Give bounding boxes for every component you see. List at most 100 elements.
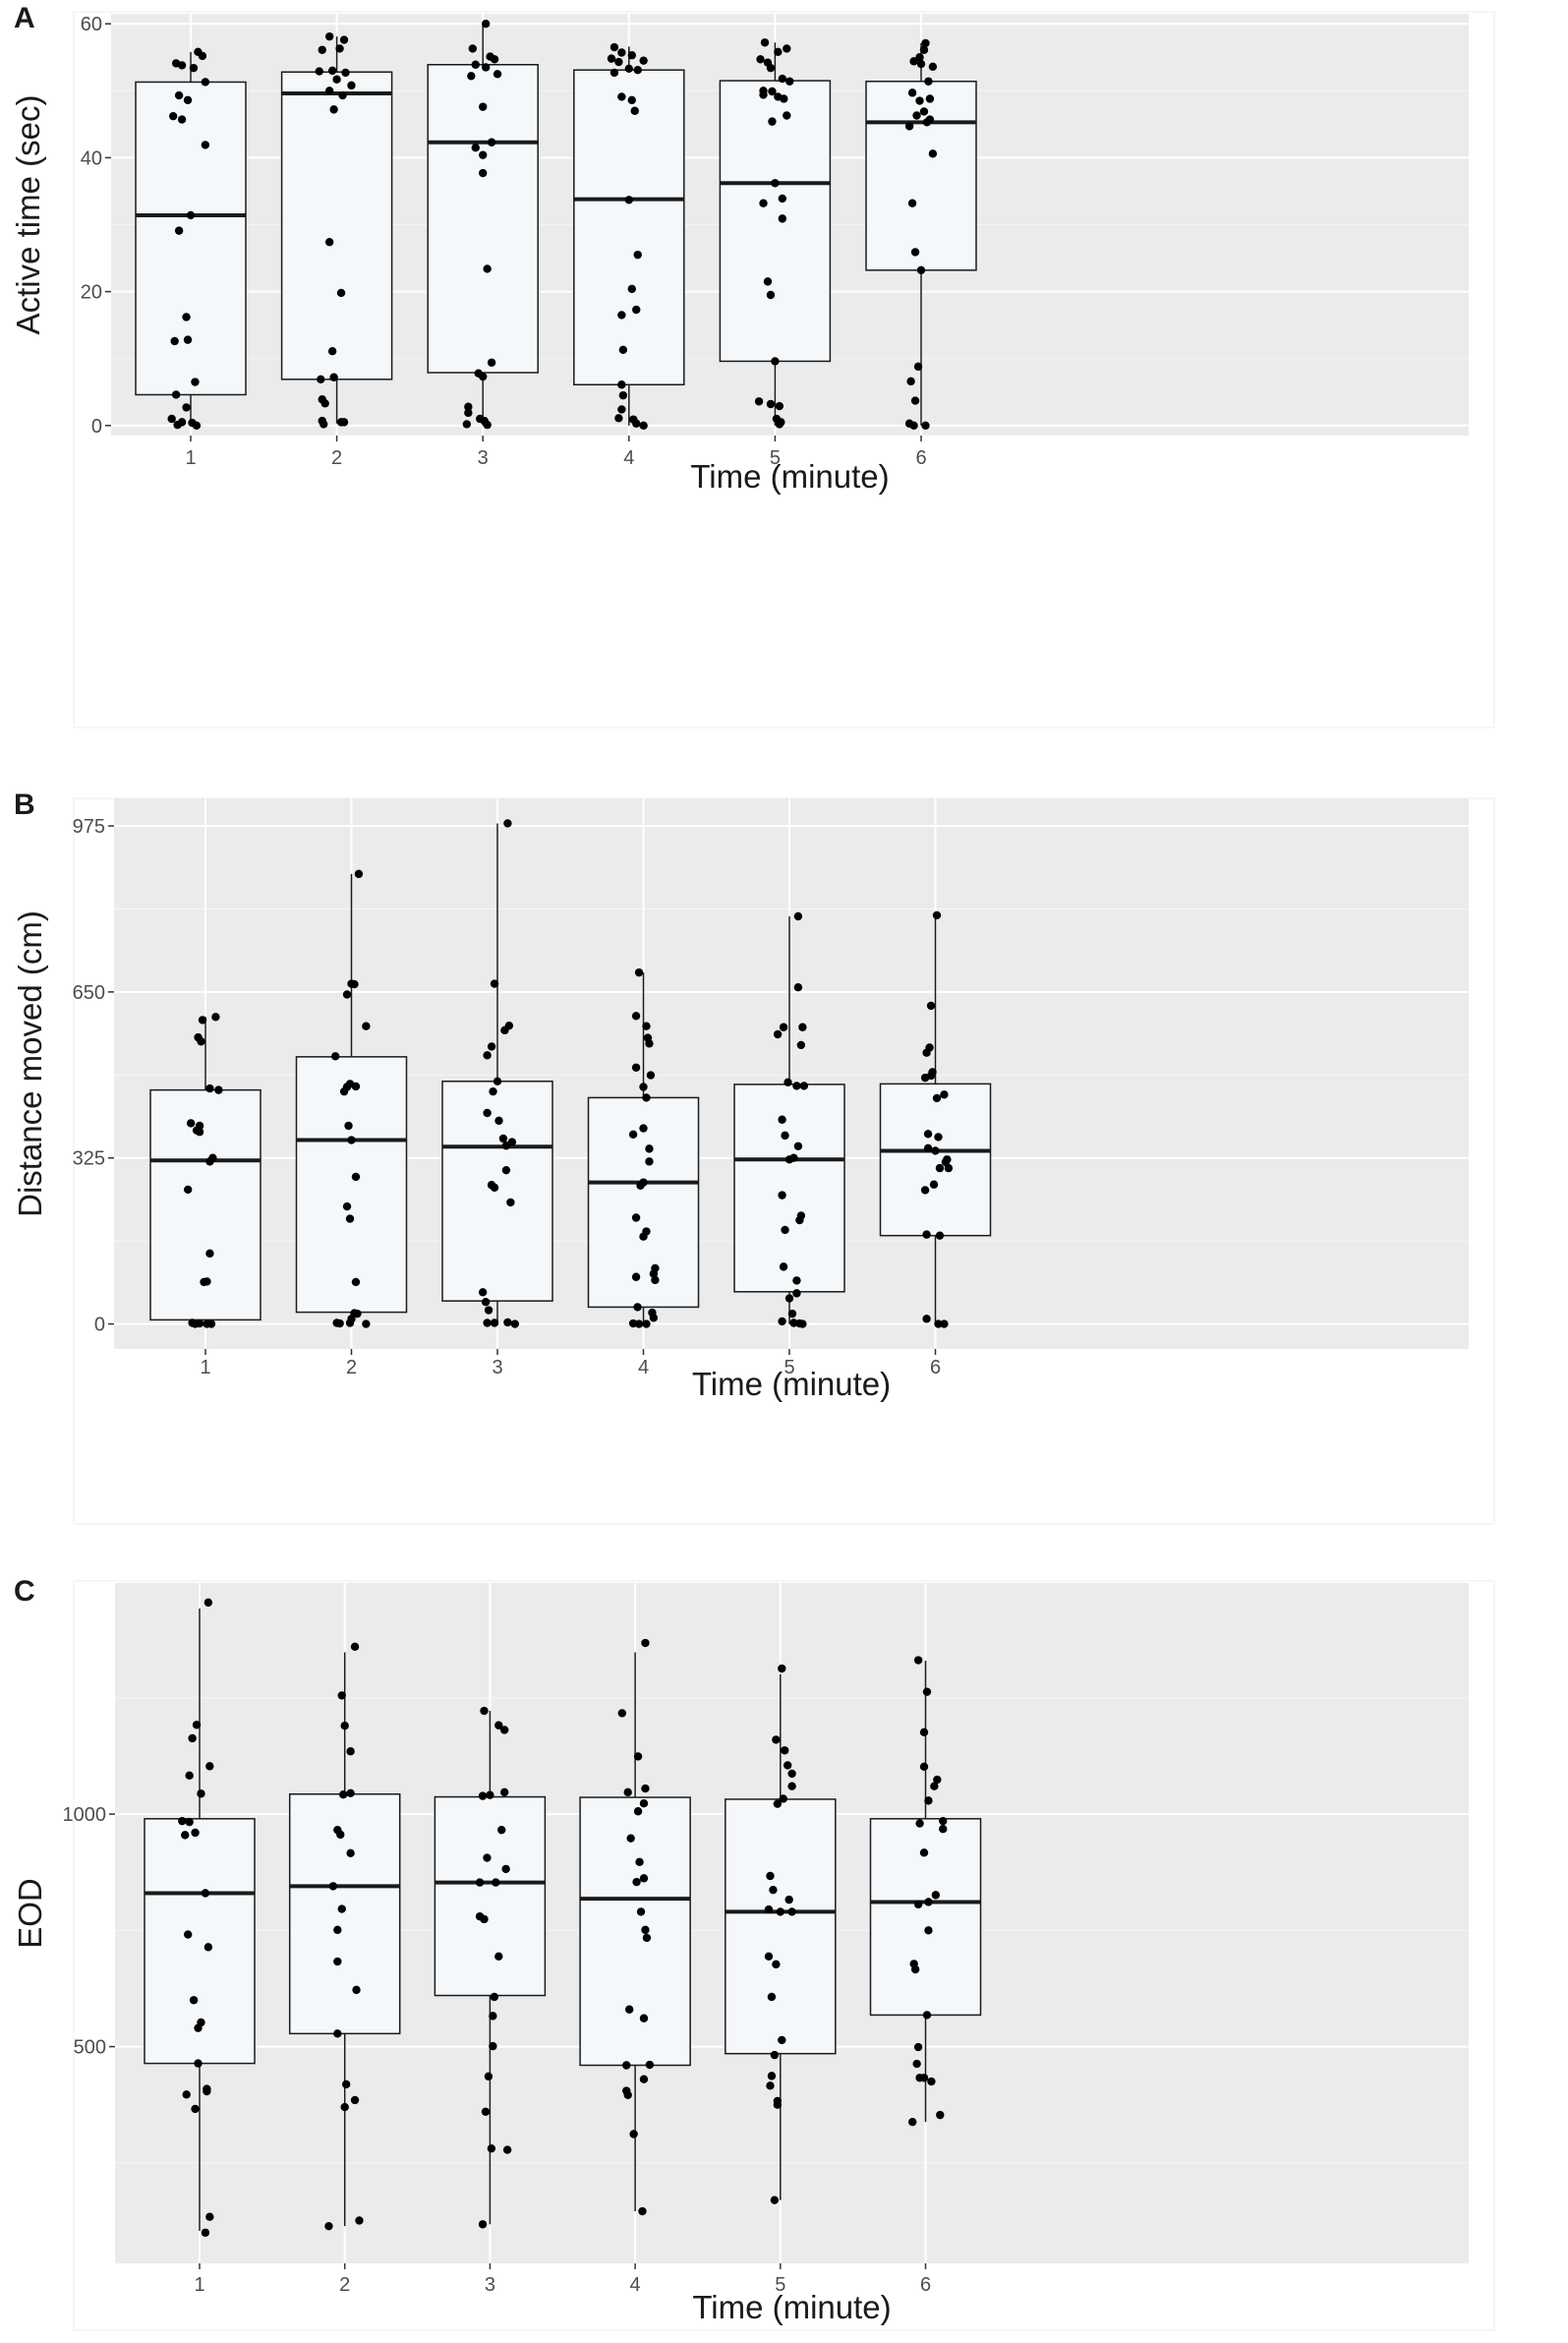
- data-point: [614, 414, 623, 423]
- data-point: [203, 1943, 213, 1952]
- data-point: [631, 1012, 641, 1021]
- box-iqr: [135, 81, 247, 396]
- data-point: [929, 1180, 939, 1189]
- data-point: [639, 2014, 649, 2022]
- y-tick-label: 975: [73, 816, 105, 838]
- data-point: [185, 1817, 194, 1827]
- data-point: [909, 421, 918, 430]
- data-point: [490, 55, 499, 64]
- box-iqr: [434, 1795, 547, 1997]
- data-point: [766, 63, 776, 73]
- data-point: [617, 381, 626, 389]
- data-point: [923, 1130, 933, 1139]
- data-point: [935, 1163, 945, 1173]
- data-point: [182, 403, 191, 412]
- x-tick-label: 4: [638, 1357, 649, 1378]
- data-point: [787, 1907, 796, 1916]
- x-tick-label: 1: [200, 1357, 210, 1378]
- data-point: [632, 419, 641, 428]
- data-point: [639, 1874, 649, 1883]
- x-axis-title: Time (minute): [690, 458, 889, 495]
- data-point: [494, 1952, 503, 1962]
- data-point: [350, 1642, 360, 1652]
- data-point: [779, 1262, 788, 1271]
- data-point: [211, 1013, 220, 1022]
- data-point: [923, 1143, 933, 1153]
- data-point: [913, 362, 923, 372]
- data-point: [171, 390, 181, 399]
- data-point: [909, 57, 918, 66]
- data-point: [333, 1957, 342, 1966]
- data-point: [771, 179, 780, 188]
- data-point: [198, 1016, 207, 1025]
- data-point: [498, 1134, 508, 1143]
- data-point: [344, 1121, 353, 1131]
- data-point: [764, 1952, 774, 1962]
- x-tick-label: 5: [770, 447, 781, 469]
- data-point: [906, 377, 915, 386]
- data-point: [499, 1726, 509, 1734]
- data-point: [497, 1825, 506, 1835]
- data-point: [772, 1960, 781, 1969]
- data-point: [766, 290, 776, 300]
- data-point: [924, 77, 933, 86]
- data-point: [776, 1907, 784, 1916]
- data-point: [197, 1789, 205, 1798]
- data-point: [770, 2196, 780, 2204]
- data-point: [775, 401, 784, 411]
- data-point: [642, 1093, 651, 1102]
- data-point: [201, 78, 210, 87]
- data-point: [910, 248, 920, 257]
- data-point: [617, 48, 626, 57]
- data-point: [194, 2023, 203, 2032]
- panel-letter: B: [14, 789, 35, 821]
- data-point: [494, 1721, 503, 1729]
- data-point: [783, 111, 791, 120]
- box-iqr: [587, 1096, 700, 1309]
- data-point: [928, 149, 938, 158]
- data-point: [478, 2220, 488, 2229]
- data-point: [168, 111, 178, 121]
- data-point: [651, 1275, 660, 1285]
- data-point: [345, 1214, 355, 1223]
- data-point: [924, 1796, 933, 1805]
- data-point: [642, 1022, 651, 1030]
- data-point: [480, 1914, 489, 1924]
- data-point: [483, 1051, 492, 1060]
- data-point: [756, 55, 765, 64]
- data-point: [634, 1319, 644, 1328]
- data-point: [779, 1023, 788, 1031]
- box-group: [733, 916, 845, 1324]
- data-point: [177, 61, 187, 70]
- data-point: [479, 150, 488, 159]
- data-point: [760, 38, 770, 47]
- data-point: [924, 1898, 933, 1906]
- data-point: [351, 1277, 361, 1287]
- data-point: [192, 1721, 202, 1729]
- data-point: [916, 265, 926, 275]
- data-point: [481, 63, 491, 72]
- data-point: [337, 1691, 346, 1700]
- data-point: [768, 117, 777, 126]
- data-point: [191, 378, 200, 386]
- data-point: [329, 373, 338, 381]
- y-tick-label: 40: [81, 147, 102, 169]
- data-point: [781, 1225, 789, 1235]
- box-group: [427, 24, 539, 426]
- data-point: [624, 196, 633, 205]
- x-tick-label: 1: [194, 2274, 204, 2296]
- data-point: [645, 2060, 655, 2070]
- data-point: [479, 372, 488, 381]
- data-point: [920, 1073, 930, 1083]
- data-point: [500, 1025, 509, 1035]
- data-point: [630, 106, 639, 115]
- x-axis-title: Time (minute): [692, 2289, 891, 2325]
- box-group: [587, 972, 700, 1324]
- box-group: [719, 42, 832, 426]
- data-point: [778, 214, 787, 223]
- data-point: [922, 118, 932, 127]
- data-point: [913, 1656, 923, 1665]
- box-iqr: [869, 1818, 982, 2017]
- data-point: [352, 1985, 361, 1995]
- data-point: [778, 1317, 786, 1326]
